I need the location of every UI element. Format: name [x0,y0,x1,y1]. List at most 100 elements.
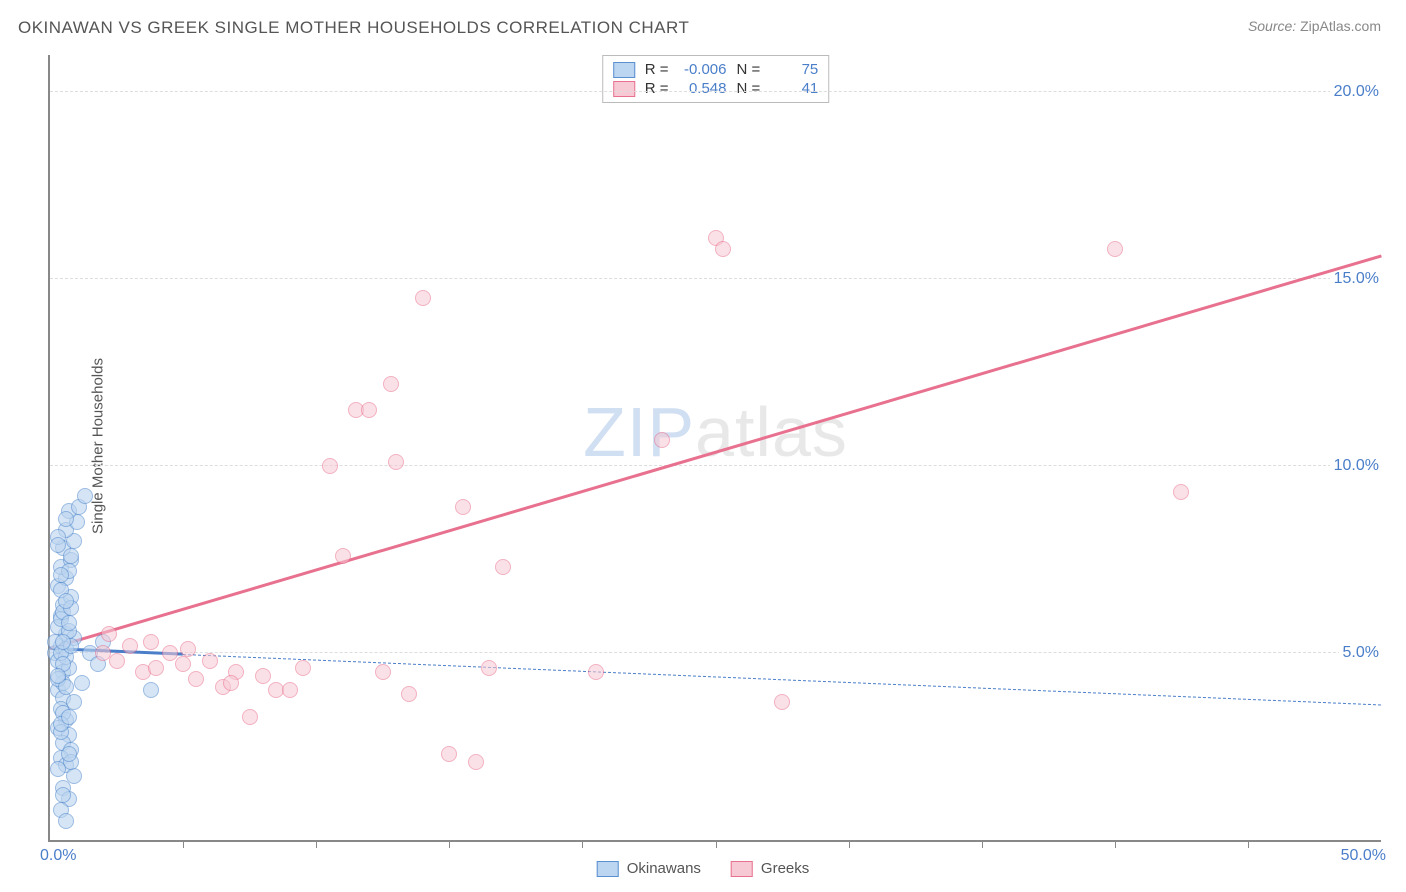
data-point [242,709,258,725]
x-origin-label: 0.0% [40,847,76,865]
data-point [109,653,125,669]
x-tick [849,840,850,848]
data-point [322,458,338,474]
data-point [61,746,77,762]
legend-swatch-b-greeks [731,861,753,877]
data-point [66,694,82,710]
legend-item-greeks: Greeks [731,860,809,877]
data-point [148,660,164,676]
data-point [122,638,138,654]
data-point [58,511,74,527]
n-label-1: N = [737,80,761,97]
legend-swatch-greeks [613,81,635,97]
x-tick [1248,840,1249,848]
data-point [715,241,731,257]
y-tick-label: 20.0% [1330,83,1383,101]
x-tick [183,840,184,848]
data-point [61,709,77,725]
data-point [180,641,196,657]
x-tick [316,840,317,848]
legend-item-okinawans: Okinawans [597,860,701,877]
data-point [77,488,93,504]
watermark: ZIPatlas [583,392,848,472]
data-point [53,567,69,583]
watermark-atlas: atlas [695,393,848,471]
data-point [401,686,417,702]
data-point [383,376,399,392]
data-point [388,454,404,470]
n-value-0: 75 [770,61,818,78]
data-point [1173,484,1189,500]
x-tick [1115,840,1116,848]
data-point [481,660,497,676]
watermark-zip: ZIP [583,393,695,471]
source-value: ZipAtlas.com [1300,18,1381,34]
y-tick-label: 10.0% [1330,457,1383,475]
gridline-h [50,465,1381,466]
gridline-h [50,278,1381,279]
gridline-h [50,91,1381,92]
data-point [58,813,74,829]
r-label-0: R = [645,61,669,78]
legend-label-greeks: Greeks [761,860,809,877]
data-point [202,653,218,669]
x-tick [716,840,717,848]
r-value-1: 0.548 [679,80,727,97]
data-point [335,548,351,564]
data-point [223,675,239,691]
plot-area: ZIPatlas R = -0.006 N = 75 R = 0.548 N =… [48,55,1381,842]
chart-container: OKINAWAN VS GREEK SINGLE MOTHER HOUSEHOL… [0,0,1406,892]
source-label: Source: [1248,18,1296,34]
data-point [55,634,71,650]
data-point [143,634,159,650]
data-point [441,746,457,762]
data-point [58,593,74,609]
data-point [50,761,66,777]
n-label-0: N = [737,61,761,78]
n-value-1: 41 [770,80,818,97]
legend-stats-row-0: R = -0.006 N = 75 [613,60,819,79]
data-point [774,694,790,710]
legend-stats-row-1: R = 0.548 N = 41 [613,79,819,98]
legend-swatch-okinawans [613,62,635,78]
legend-swatch-b-okinawans [597,861,619,877]
x-tick [982,840,983,848]
data-point [361,402,377,418]
data-point [588,664,604,680]
source-attribution: Source: ZipAtlas.com [1248,18,1381,34]
legend-label-okinawans: Okinawans [627,860,701,877]
data-point [468,754,484,770]
data-point [74,675,90,691]
legend-series: Okinawans Greeks [597,860,810,877]
data-point [255,668,271,684]
legend-stats: R = -0.006 N = 75 R = 0.548 N = 41 [602,55,830,103]
x-tick [449,840,450,848]
data-point [415,290,431,306]
y-tick-label: 5.0% [1339,644,1383,662]
data-point [55,787,71,803]
r-value-0: -0.006 [679,61,727,78]
data-point [101,626,117,642]
data-point [63,548,79,564]
data-point [654,432,670,448]
x-tick [582,840,583,848]
y-tick-label: 15.0% [1330,270,1383,288]
trend-line [50,254,1382,649]
data-point [50,537,66,553]
data-point [295,660,311,676]
data-point [175,656,191,672]
r-label-1: R = [645,80,669,97]
gridline-h [50,652,1381,653]
data-point [188,671,204,687]
data-point [282,682,298,698]
chart-title: OKINAWAN VS GREEK SINGLE MOTHER HOUSEHOL… [18,18,689,38]
data-point [143,682,159,698]
data-point [1107,241,1123,257]
data-point [162,645,178,661]
x-max-label: 50.0% [1341,847,1386,865]
data-point [455,499,471,515]
data-point [50,668,66,684]
data-point [61,615,77,631]
data-point [375,664,391,680]
data-point [495,559,511,575]
